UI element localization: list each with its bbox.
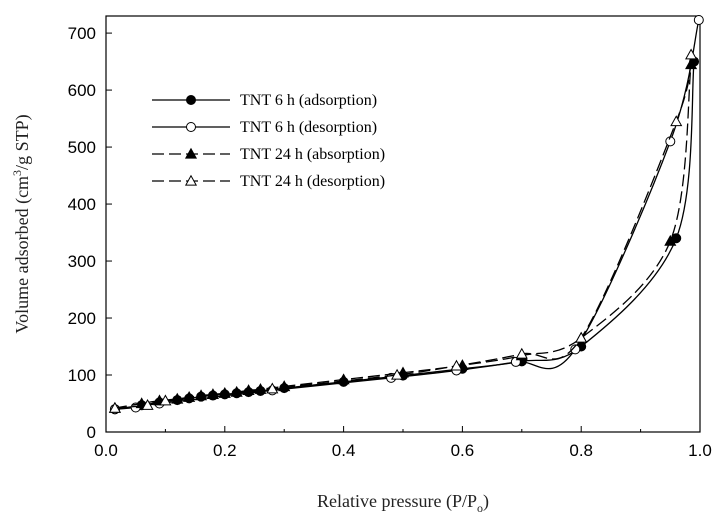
x-axis-title-sub: o <box>477 501 483 514</box>
legend-label: TNT 24 h (desorption) <box>240 173 385 190</box>
data-point <box>254 383 267 394</box>
data-point <box>685 58 698 70</box>
data-point <box>141 398 154 410</box>
x-axis: 0.0 0.2 0.4 0.6 0.8 1.0 <box>94 426 712 460</box>
data-point <box>575 331 588 343</box>
x-tick-label: 0.8 <box>569 441 593 460</box>
series-1 <box>109 56 700 415</box>
data-point <box>266 382 279 394</box>
legend-label: TNT 24 h (absorption) <box>240 146 385 163</box>
data-point <box>108 401 121 413</box>
legend-marker <box>184 147 198 159</box>
x-axis-title-main: Relative pressure (P/P <box>317 491 477 512</box>
legend-entry: TNT 6 h (adsorption) <box>152 92 377 109</box>
x-tick-label: 0.6 <box>451 441 475 460</box>
y-axis-title-main: Volume adsorbed (cm <box>12 176 33 334</box>
data-point <box>242 384 255 396</box>
y-tick-label: 200 <box>68 309 96 328</box>
y-tick-label: 400 <box>68 195 96 214</box>
series-2 <box>109 14 704 415</box>
x-tick-label: 1.0 <box>688 441 712 460</box>
y-tick-label: 100 <box>68 366 96 385</box>
legend-entry: TNT 24 h (absorption) <box>152 146 385 163</box>
series-line <box>114 61 695 410</box>
y-tick-label: 600 <box>68 81 96 100</box>
y-axis-title: Volume adsorbed (cm3/g STP) <box>10 114 33 333</box>
y-axis-title-sup: 3 <box>10 170 24 176</box>
y-tick-label: 700 <box>68 24 96 43</box>
data-point <box>230 385 243 397</box>
legend-entry: TNT 6 h (desorption) <box>152 119 377 136</box>
series-layer <box>108 14 704 415</box>
legend: TNT 6 h (adsorption) TNT 6 h (desorption)… <box>152 92 385 190</box>
series-line <box>114 54 692 409</box>
y-tick-label: 0 <box>87 423 96 442</box>
legend-marker <box>186 122 196 132</box>
data-point <box>693 14 704 25</box>
data-point <box>278 380 291 392</box>
y-axis: 0 100 200 300 400 500 600 700 <box>68 24 112 442</box>
data-point <box>183 391 196 402</box>
legend-label: TNT 6 h (adsorption) <box>240 92 377 109</box>
legend-marker <box>186 95 196 105</box>
series-4 <box>108 48 698 413</box>
legend-entry: TNT 24 h (desorption) <box>152 173 385 190</box>
y-tick-label: 500 <box>68 138 96 157</box>
data-point <box>670 115 683 127</box>
x-axis-title-tail: ) <box>483 491 489 512</box>
y-tick-label: 300 <box>68 252 96 271</box>
series-line <box>114 64 692 409</box>
x-axis-title: Relative pressure (P/Po) <box>317 491 489 514</box>
x-tick-label: 0.0 <box>94 441 118 460</box>
x-tick-label: 0.4 <box>332 441 356 460</box>
legend-marker <box>184 174 198 186</box>
data-point <box>218 387 231 398</box>
y-axis-title-tail: /g STP) <box>12 114 33 170</box>
x-tick-label: 0.2 <box>213 441 237 460</box>
data-point <box>159 394 172 406</box>
data-point <box>664 234 677 246</box>
data-point <box>685 48 698 60</box>
series-line <box>114 19 700 410</box>
data-point <box>391 368 404 380</box>
data-point <box>450 359 463 371</box>
legend-label: TNT 6 h (desorption) <box>240 119 377 136</box>
data-point <box>206 388 219 400</box>
series-3 <box>108 58 698 413</box>
data-point <box>171 392 184 404</box>
data-point <box>194 389 208 401</box>
data-point <box>515 347 528 359</box>
data-point <box>570 344 581 355</box>
